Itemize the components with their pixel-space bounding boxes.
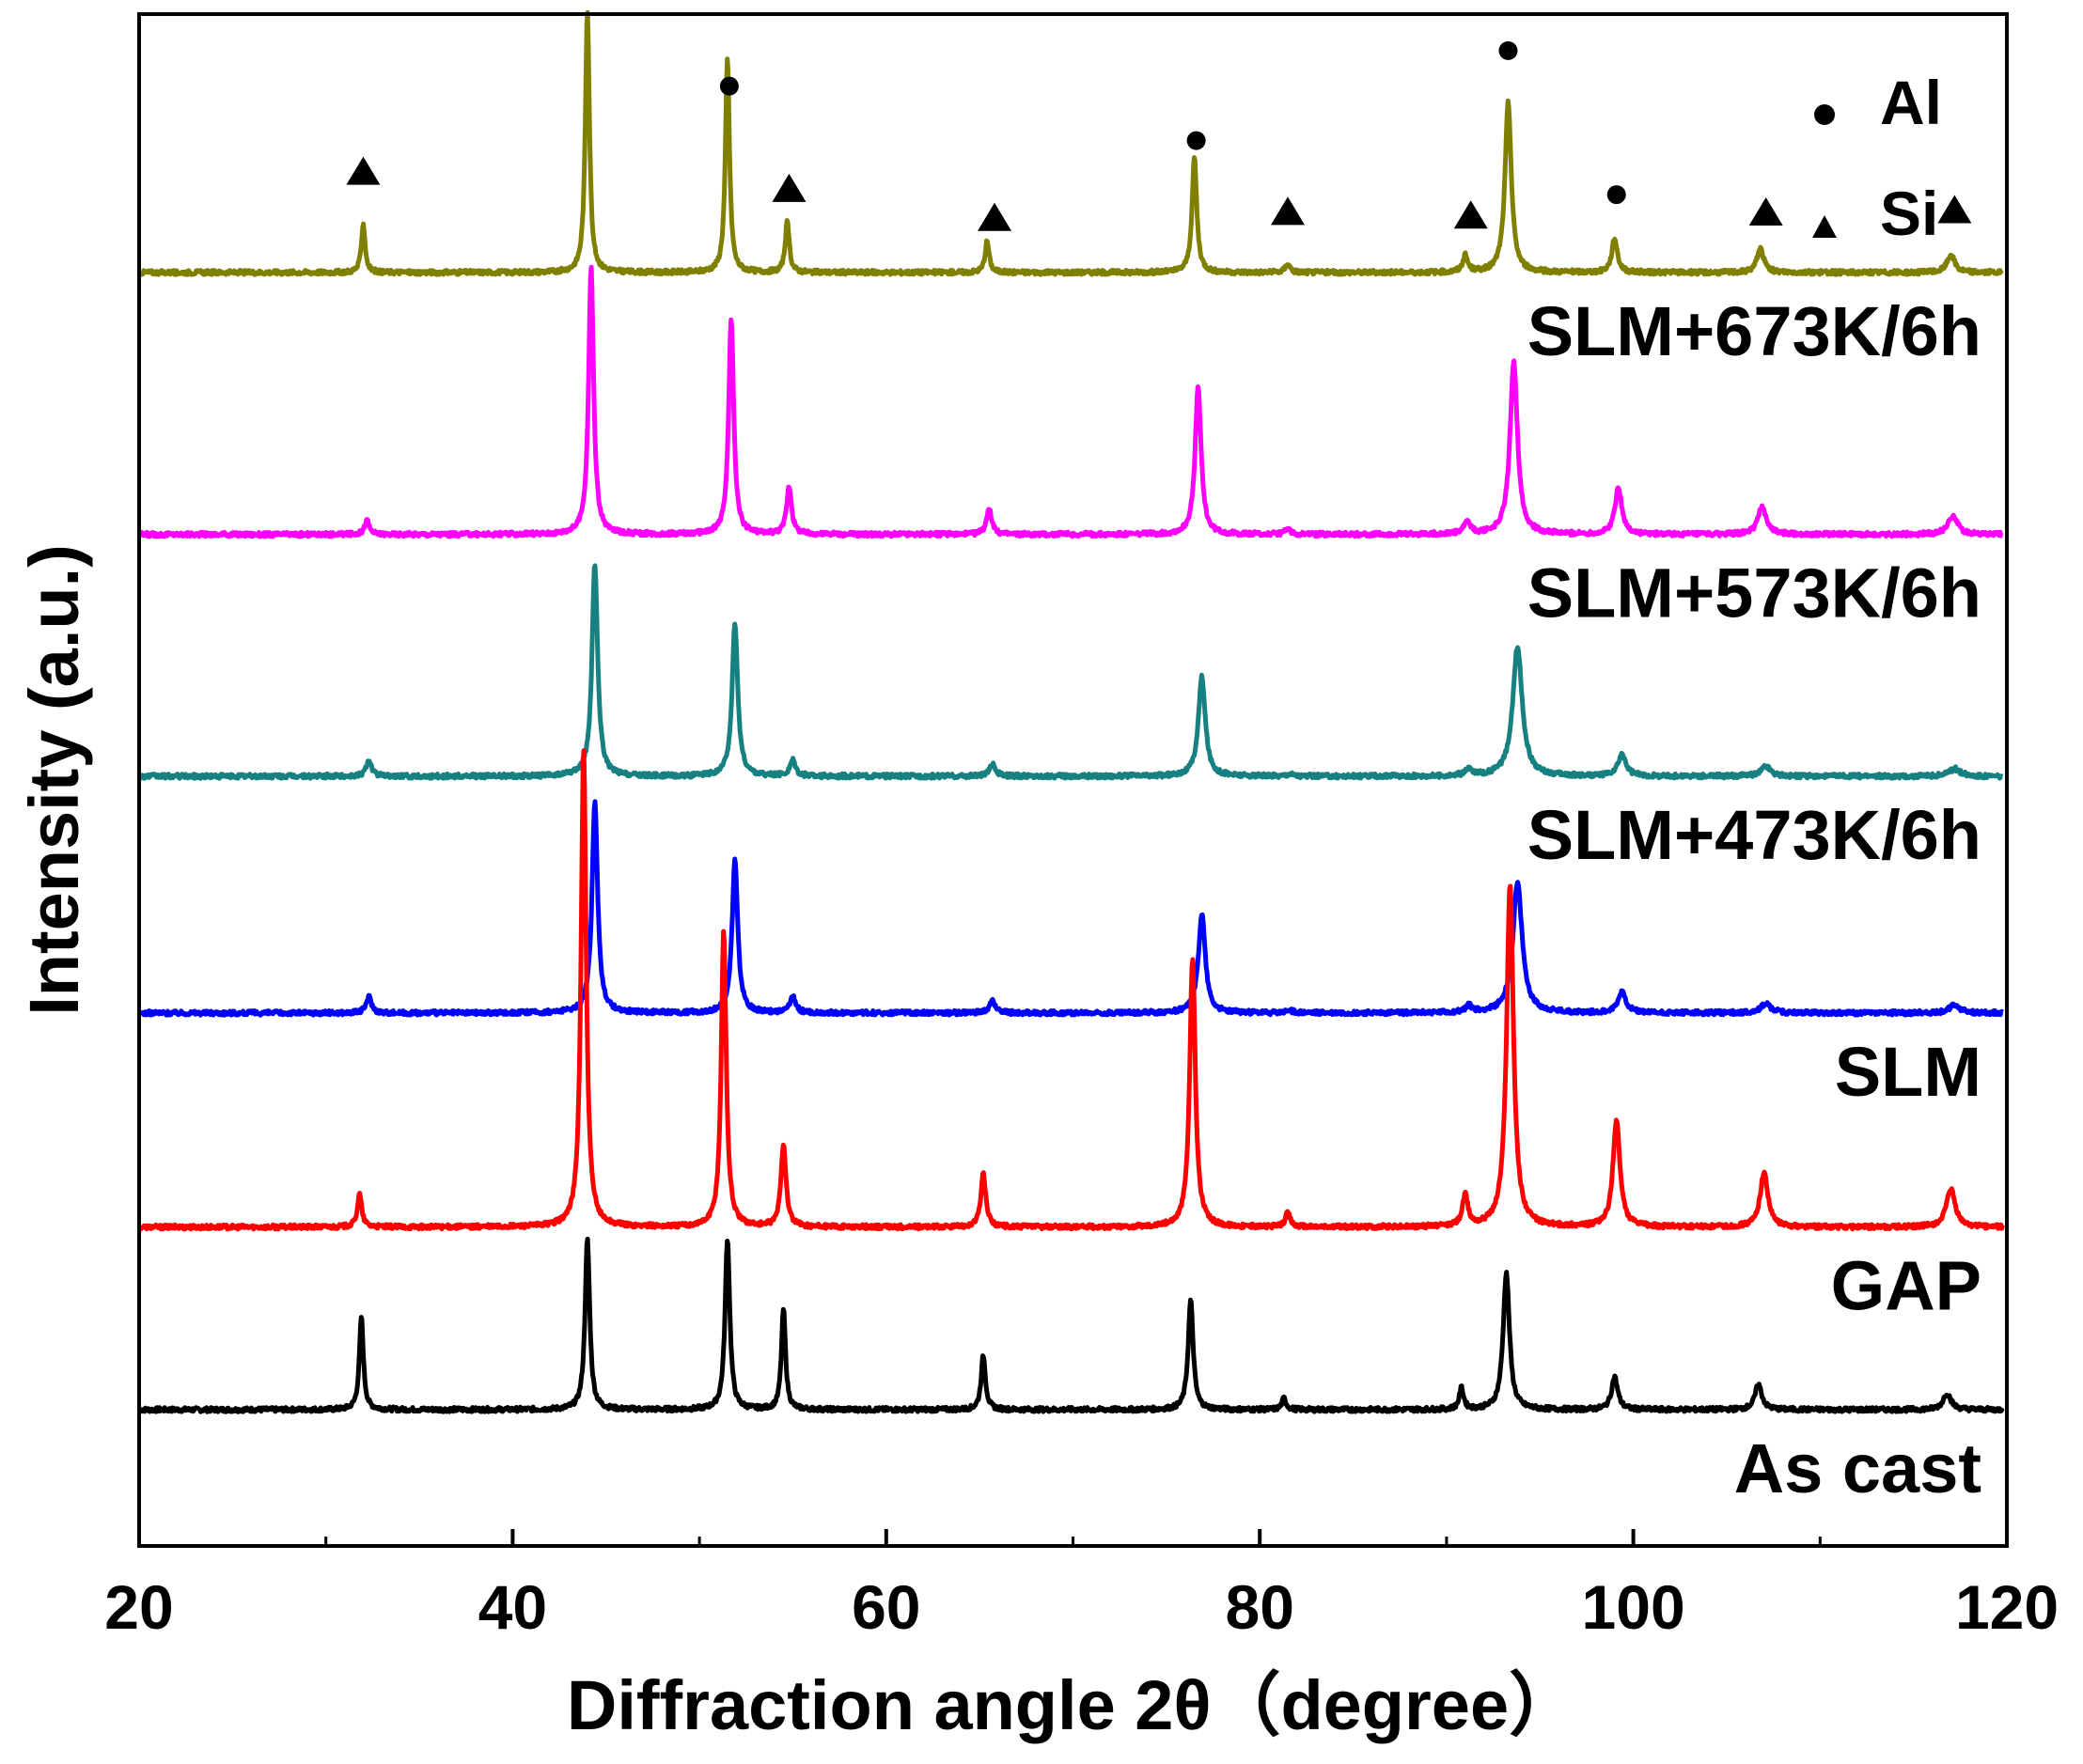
x-tick-label-60: 60 (852, 1572, 920, 1642)
legend-al-label: Al (1880, 68, 1942, 137)
si-peak-marker-54.8 (772, 173, 807, 202)
legend-si-label: Si (1880, 179, 1938, 248)
x-tick-label-100: 100 (1582, 1572, 1685, 1642)
sample-label-layer: As cast GAP SLM SLM+473K/6h SLM+573K/6h SLM+6… (1527, 292, 1981, 1507)
al-peak-marker-51.6 (719, 76, 739, 96)
al-peak-marker-76.6 (1186, 131, 1206, 150)
x-axis-ticks: 20 40 60 80 100 120 (104, 1529, 2059, 1642)
y-axis-label: Intensity (a.u.) (15, 544, 93, 1016)
series-layer (137, 9, 2005, 1414)
x-tick-label-20: 20 (104, 1572, 173, 1642)
sample-label-slm-473k-6h: SLM+473K/6h (1527, 796, 1981, 874)
si-peak-marker-65.8 (978, 202, 1012, 231)
peak-marker-layer (346, 40, 1972, 231)
si-peak-marker-117.2 (1937, 195, 1972, 224)
si-peak-marker-81.5 (1271, 196, 1306, 226)
series-line-slm-473k-6h (138, 563, 2005, 781)
sample-label-slm: SLM (1835, 1033, 1981, 1111)
x-tick-label-80: 80 (1225, 1572, 1293, 1642)
series-line-gap (137, 748, 2005, 1232)
al-peak-marker-93.3 (1498, 40, 1518, 60)
si-peak-marker-91.3 (1453, 200, 1488, 229)
al-peak-marker-99.1 (1606, 185, 1626, 205)
legend: Al Si (1812, 68, 1942, 248)
series-line-slm-573k-6h (138, 264, 2005, 539)
si-peak-marker-107.1 (1748, 197, 1783, 226)
sample-label-slm-673k-6h: SLM+673K/6h (1527, 292, 1981, 370)
x-tick-label-40: 40 (478, 1572, 547, 1642)
x-tick-label-120: 120 (1955, 1572, 2059, 1642)
series-line-as-cast (138, 1236, 2005, 1414)
si-peak-marker-32 (346, 156, 381, 185)
x-axis-label: Diffraction angle 2θ（degree） (567, 1666, 1578, 1744)
sample-label-slm-573k-6h: SLM+573K/6h (1527, 554, 1981, 632)
legend-si-triangle-icon (1812, 215, 1837, 238)
sample-label-gap: GAP (1831, 1247, 1981, 1325)
sample-label-as-cast: As cast (1734, 1429, 1981, 1507)
series-line-slm-673k-6h (137, 9, 2005, 277)
legend-al-circle-icon (1814, 104, 1835, 125)
series-line-slm (137, 799, 2005, 1018)
